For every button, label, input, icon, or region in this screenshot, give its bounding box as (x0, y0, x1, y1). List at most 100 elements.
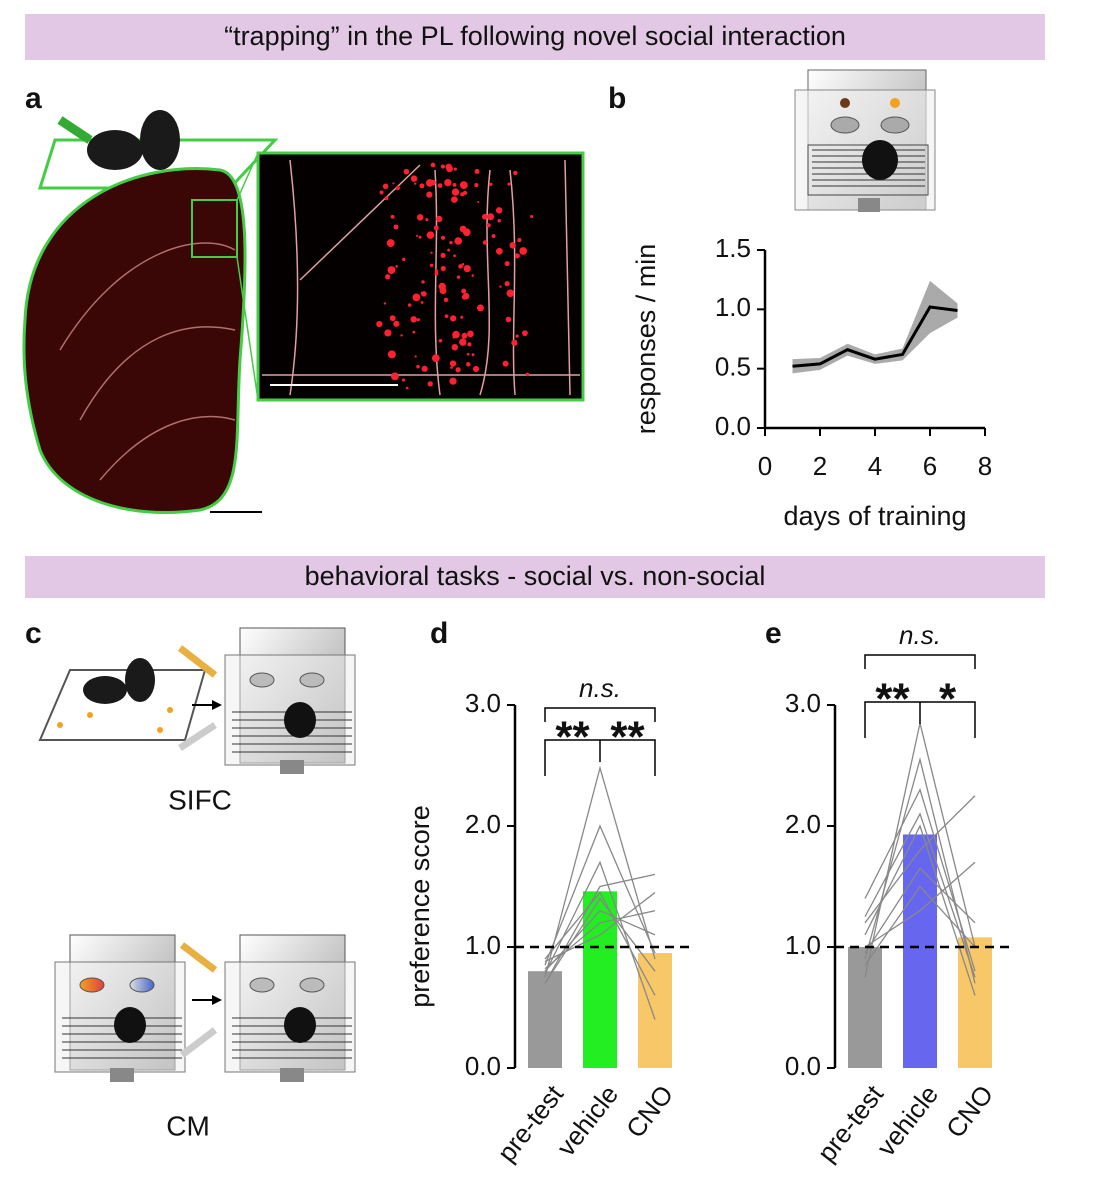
cell (509, 242, 516, 249)
individual-line (864, 812, 976, 978)
y-tick-label: 3.0 (785, 688, 821, 718)
individual-line (864, 867, 976, 954)
significance-label: n.s. (899, 620, 941, 650)
cell (461, 332, 468, 339)
bar (638, 953, 672, 1068)
x-tick-label: 6 (923, 451, 937, 481)
cell (388, 267, 391, 270)
significance-label: ** (875, 675, 910, 724)
cell (416, 234, 419, 237)
cell (502, 360, 509, 367)
panel-letter: d (430, 617, 448, 650)
cell (440, 164, 446, 169)
cell (443, 297, 449, 303)
cell (471, 274, 474, 277)
cell (456, 275, 461, 279)
cell (400, 334, 403, 337)
cell (455, 367, 461, 373)
cell (519, 247, 528, 255)
task-label: SIFC (168, 784, 232, 815)
cell (466, 362, 471, 367)
cell (416, 214, 424, 221)
cell (452, 182, 457, 187)
cell (414, 355, 417, 358)
task-illustration (38, 627, 356, 1082)
cell (453, 167, 457, 171)
significance-label: n.s. (579, 673, 621, 703)
cell (477, 201, 480, 204)
cell (426, 231, 435, 239)
x-tick-label: 8 (978, 451, 992, 481)
cell (489, 182, 493, 187)
cell (514, 253, 520, 259)
cell (383, 302, 387, 305)
individual-line (864, 787, 976, 972)
cell (389, 315, 396, 322)
cell (429, 263, 434, 267)
cell (437, 183, 443, 188)
bar (848, 947, 882, 1068)
cell (420, 301, 424, 304)
individual-line (864, 824, 976, 996)
cell (416, 318, 420, 322)
cell (410, 175, 418, 182)
cell (466, 352, 470, 356)
cell (463, 183, 467, 187)
cell (416, 364, 420, 369)
cell (393, 320, 400, 327)
cell (452, 336, 456, 339)
cell (419, 183, 425, 189)
cell (495, 207, 503, 214)
individual-line (544, 824, 656, 966)
panel-letter: b (608, 82, 626, 115)
banner-text: behavioral tasks - social vs. non-social (305, 561, 766, 591)
cell (449, 360, 457, 367)
x-tick-label: 2 (813, 451, 827, 481)
cell (436, 215, 443, 223)
cell (403, 168, 410, 175)
cell (446, 165, 453, 173)
x-tick-label: 0 (758, 451, 772, 481)
cell (504, 261, 510, 267)
cell (427, 381, 433, 387)
cell (384, 329, 392, 337)
cell (495, 247, 503, 255)
cell (461, 288, 467, 294)
cell (453, 254, 456, 258)
cell (393, 224, 399, 230)
cell (525, 372, 530, 377)
x-tick-label: 4 (868, 451, 882, 481)
individual-line (544, 860, 656, 1020)
bar (903, 834, 937, 1068)
cell (430, 251, 433, 254)
individual-line (864, 885, 976, 966)
significance-label: ** (610, 713, 645, 762)
cell (460, 192, 465, 197)
cell (444, 314, 449, 319)
cell (440, 235, 446, 240)
cell (392, 182, 395, 185)
banner (25, 556, 1045, 598)
cell (385, 274, 391, 280)
operant-box-illustration (794, 69, 936, 212)
cell (421, 291, 427, 297)
cell (460, 315, 464, 319)
cell (511, 339, 518, 346)
significance-label: * (939, 675, 957, 724)
cell (390, 214, 395, 219)
cell (451, 188, 460, 196)
cell (425, 218, 429, 222)
cell (414, 182, 417, 185)
cell (401, 378, 406, 382)
cell (517, 238, 522, 243)
cell (421, 280, 425, 284)
x-tick-label: CNO (940, 1079, 999, 1143)
cell (449, 377, 457, 385)
banner (25, 14, 1045, 60)
cell (486, 223, 491, 228)
cell (530, 214, 534, 219)
individual-line (544, 765, 656, 978)
cell (458, 264, 463, 269)
cell (433, 225, 439, 231)
cell (482, 213, 488, 220)
